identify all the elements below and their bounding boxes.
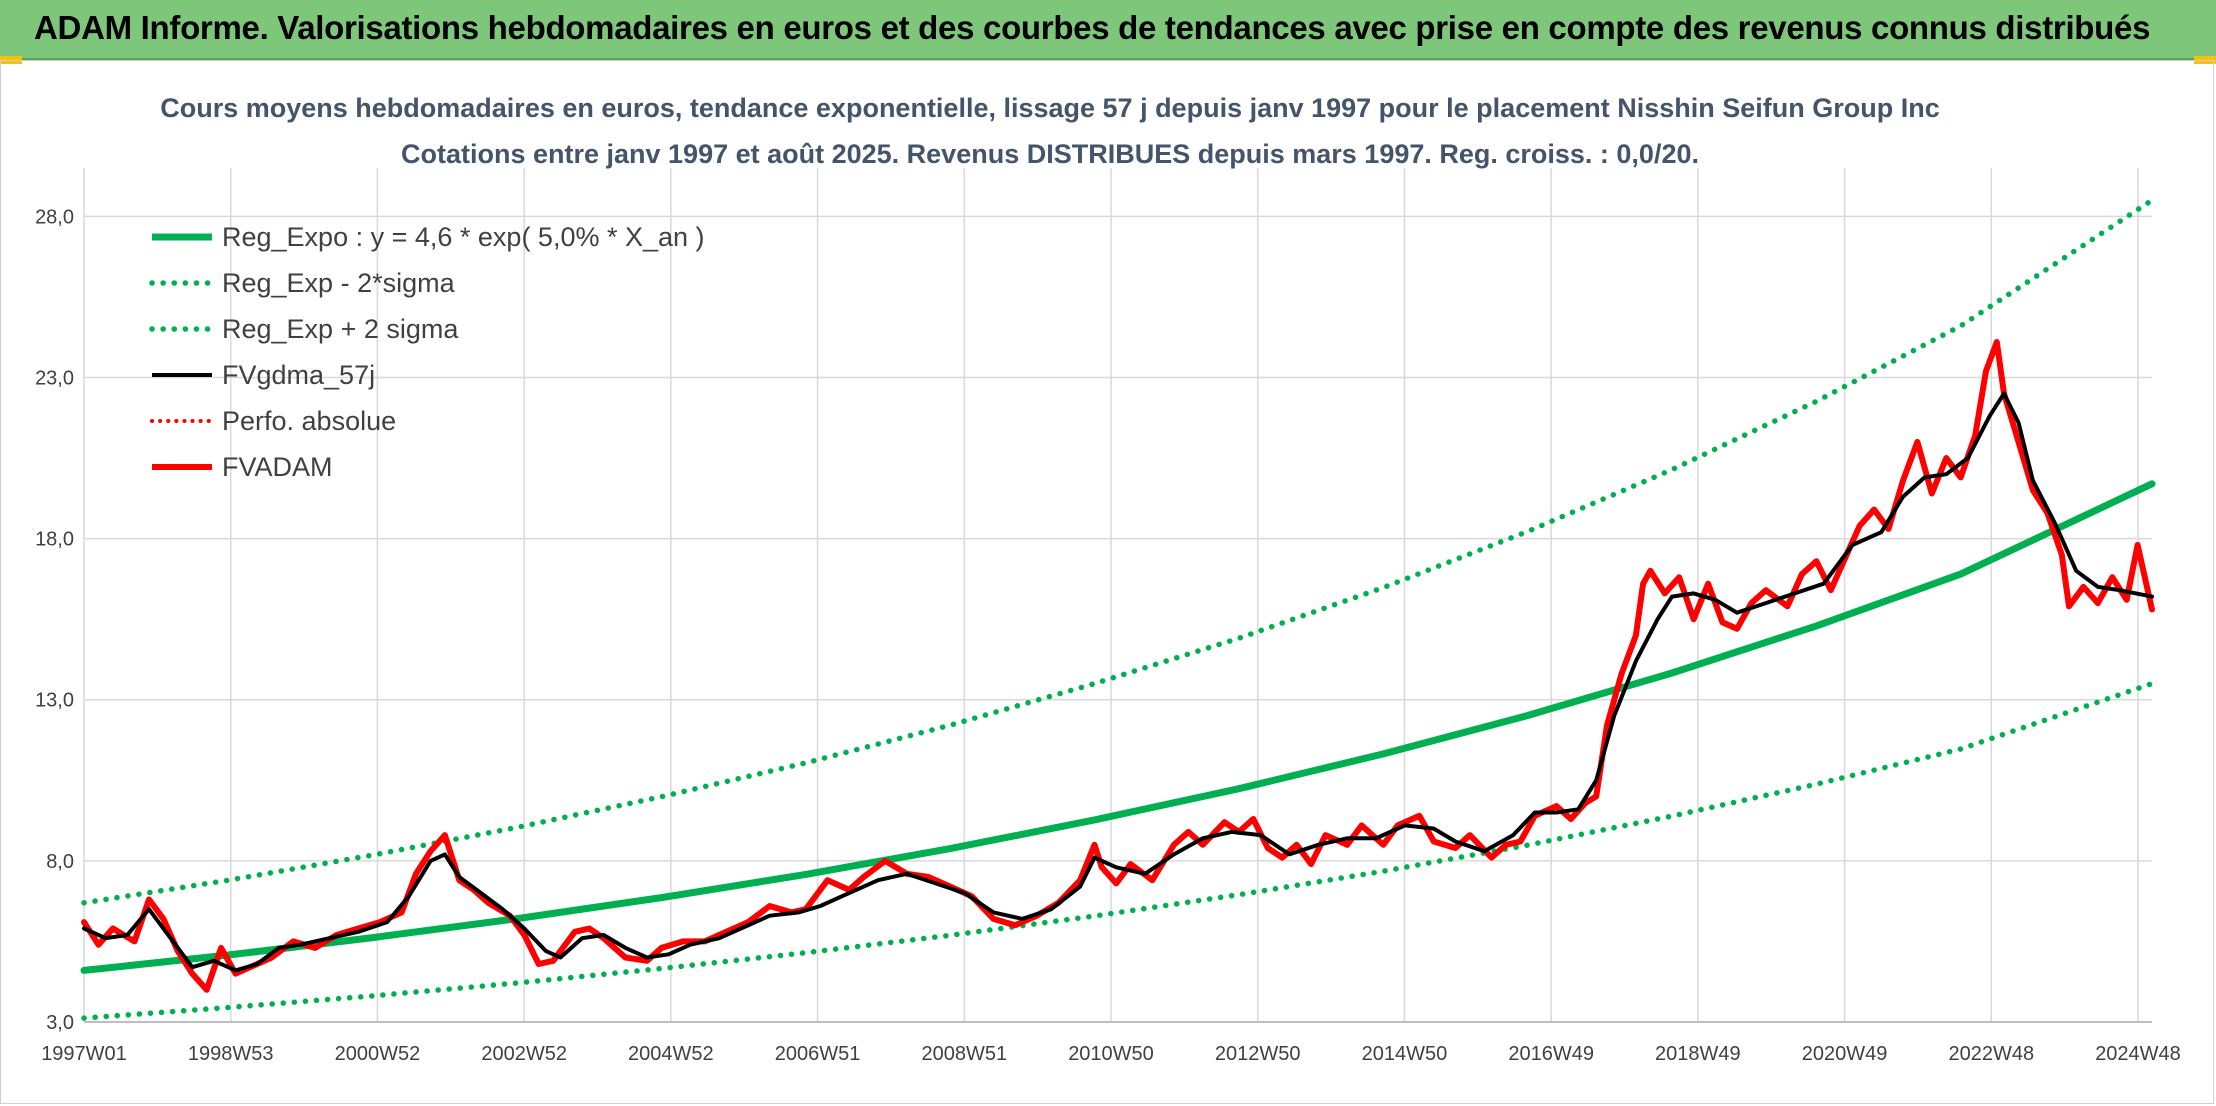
x-tick-label: 2000W52 [335, 1043, 421, 1065]
x-tick-label: 1997W01 [41, 1043, 127, 1065]
x-tick-label: 1998W53 [188, 1043, 274, 1065]
series-line-6 [81, 339, 2155, 993]
y-tick-label: 23,0 [35, 367, 74, 389]
y-tick-label: 3,0 [46, 1012, 74, 1034]
x-tick-label: 2018W49 [1655, 1043, 1741, 1065]
series-line-1 [80, 480, 2156, 974]
y-tick-label: 28,0 [35, 206, 74, 228]
chart-frame [0, 60, 2214, 1104]
y-tick-label: 18,0 [35, 529, 74, 551]
report-banner: ADAM Informe. Valorisations hebdomadaire… [0, 0, 2216, 60]
series-line-2 [81, 680, 2155, 1021]
y-tick-label: 13,0 [35, 690, 74, 712]
series-line-3 [81, 197, 2155, 906]
chart-title: Cours moyens hebdomadaires en euros, ten… [160, 93, 1940, 123]
legend-label: Perfo. absolue [222, 406, 396, 436]
legend-label: FVADAM [222, 452, 333, 482]
x-tick-label: 2002W52 [481, 1043, 567, 1065]
y-tick-label: 8,0 [46, 851, 74, 873]
legend-label: FVgdma_57j [222, 360, 375, 390]
chart-subtitle: Cotations entre janv 1997 et août 2025. … [400, 139, 1699, 169]
x-tick-label: 2020W49 [1802, 1043, 1888, 1065]
x-tick-label: 2006W51 [775, 1043, 861, 1065]
x-tick-label: 2010W50 [1068, 1043, 1154, 1065]
x-tick-label: 2012W50 [1215, 1043, 1301, 1065]
legend-label: Reg_Exp + 2 sigma [222, 314, 459, 344]
x-tick-label: 2024W48 [2095, 1043, 2181, 1065]
legend-label: Reg_Exp - 2*sigma [222, 268, 456, 298]
x-tick-label: 2022W48 [1948, 1043, 2034, 1065]
x-tick-label: 2004W52 [628, 1043, 714, 1065]
x-tick-label: 2016W49 [1508, 1043, 1594, 1065]
x-tick-label: 2014W50 [1362, 1043, 1448, 1065]
legend-label: Reg_Expo : y = 4,6 * exp( 5,0% * X_an ) [222, 222, 705, 252]
x-tick-label: 2008W51 [921, 1043, 1007, 1065]
series-line-4 [82, 391, 2154, 973]
banner-title: ADAM Informe. Valorisations hebdomadaire… [34, 9, 2151, 46]
